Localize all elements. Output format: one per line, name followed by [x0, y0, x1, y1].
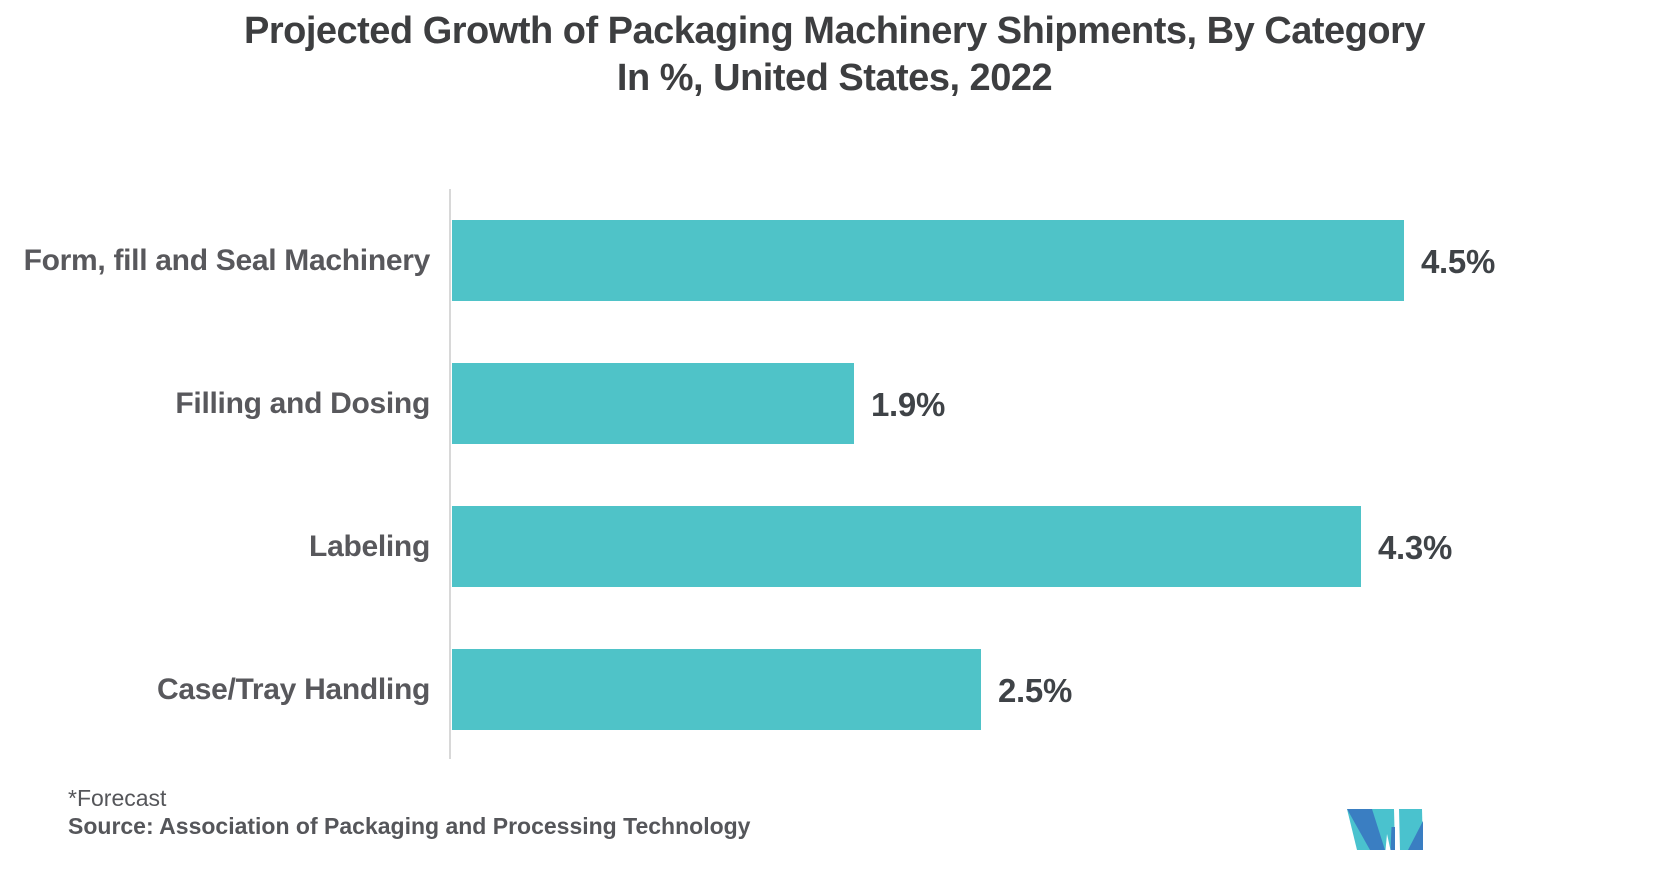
chart-title-line1: Projected Growth of Packaging Machinery …: [243, 10, 1426, 52]
bar-row: Filling and Dosing 1.9%: [0, 363, 1669, 444]
logo-m-notch: [1385, 834, 1391, 850]
bar-row: Form, fill and Seal Machinery 4.5%: [0, 220, 1669, 301]
bar-value-label: 1.9%: [871, 386, 946, 423]
bar-value-label: 4.5%: [1421, 243, 1496, 280]
bar-row: Labeling 4.3%: [0, 506, 1669, 587]
bar: [452, 506, 1361, 587]
bar-value-label: 2.5%: [998, 672, 1073, 709]
logo-m-diagonal: [1347, 809, 1385, 850]
category-label: Labeling: [309, 530, 430, 563]
bar: [452, 649, 981, 730]
forecast-note: *Forecast: [68, 785, 167, 811]
category-label: Filling and Dosing: [175, 387, 430, 420]
chart-title-line2: In %, United States, 2022: [616, 57, 1053, 99]
bar-row: Case/Tray Handling 2.5%: [0, 649, 1669, 730]
logo-m-right-stroke: [1390, 827, 1395, 850]
chart-title: Projected Growth of Packaging Machinery …: [0, 8, 1669, 102]
bar: [452, 363, 854, 444]
y-axis-line: [449, 189, 451, 759]
footnote: *Forecast Source: Association of Packagi…: [68, 784, 750, 840]
category-label: Case/Tray Handling: [156, 673, 430, 706]
logo-i-triangle: [1408, 821, 1423, 850]
source-note: Source: Association of Packaging and Pro…: [68, 813, 751, 839]
bar: [452, 220, 1404, 301]
bar-value-label: 4.3%: [1378, 529, 1453, 566]
category-label: Form, fill and Seal Machinery: [23, 244, 431, 277]
mordor-intelligence-logo: [1347, 809, 1423, 850]
